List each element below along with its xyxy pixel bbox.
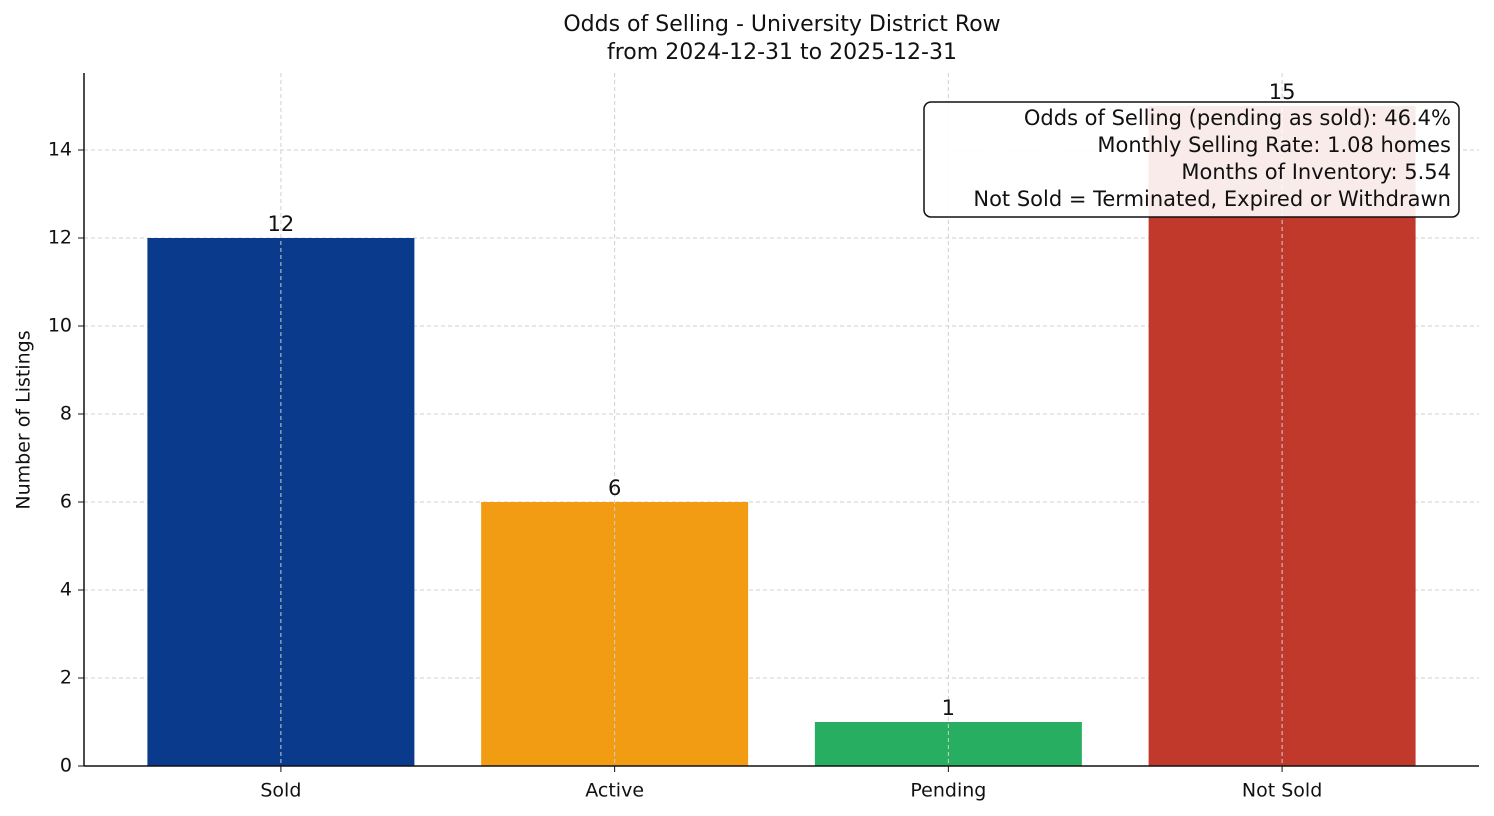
y-tick-label: 10: [48, 315, 72, 337]
x-tick-label: Active: [585, 780, 644, 802]
y-tick-label: 12: [48, 227, 72, 249]
y-axis-label: Number of Listings: [13, 330, 35, 509]
annotation-line: Monthly Selling Rate: 1.08 homes: [1097, 133, 1451, 157]
x-tick-label: Pending: [910, 780, 986, 802]
y-tick-label: 6: [60, 491, 72, 513]
value-label: 12: [268, 212, 295, 236]
y-tick-label: 4: [60, 579, 72, 601]
annotation-line: Months of Inventory: 5.54: [1181, 160, 1451, 184]
annotation-box: [923, 101, 1460, 218]
y-tick-label: 14: [48, 139, 72, 161]
x-tick-label: Not Sold: [1242, 780, 1322, 802]
y-tick-label: 8: [60, 403, 72, 425]
annotation-line: Odds of Selling (pending as sold): 46.4%: [1024, 106, 1451, 130]
y-tick-label: 0: [60, 755, 72, 777]
value-label: 15: [1269, 80, 1296, 104]
x-tick-label: Sold: [260, 780, 301, 802]
value-label: 1: [942, 696, 955, 720]
bar: [814, 722, 1082, 766]
chart-title: Odds of Selling - University District Ro…: [563, 12, 1000, 37]
annotation-line: Not Sold = Terminated, Expired or Withdr…: [973, 187, 1451, 211]
chart-subtitle: from 2024-12-31 to 2025-12-31: [607, 40, 957, 65]
value-label: 6: [608, 476, 621, 500]
y-tick-label: 2: [60, 667, 72, 689]
